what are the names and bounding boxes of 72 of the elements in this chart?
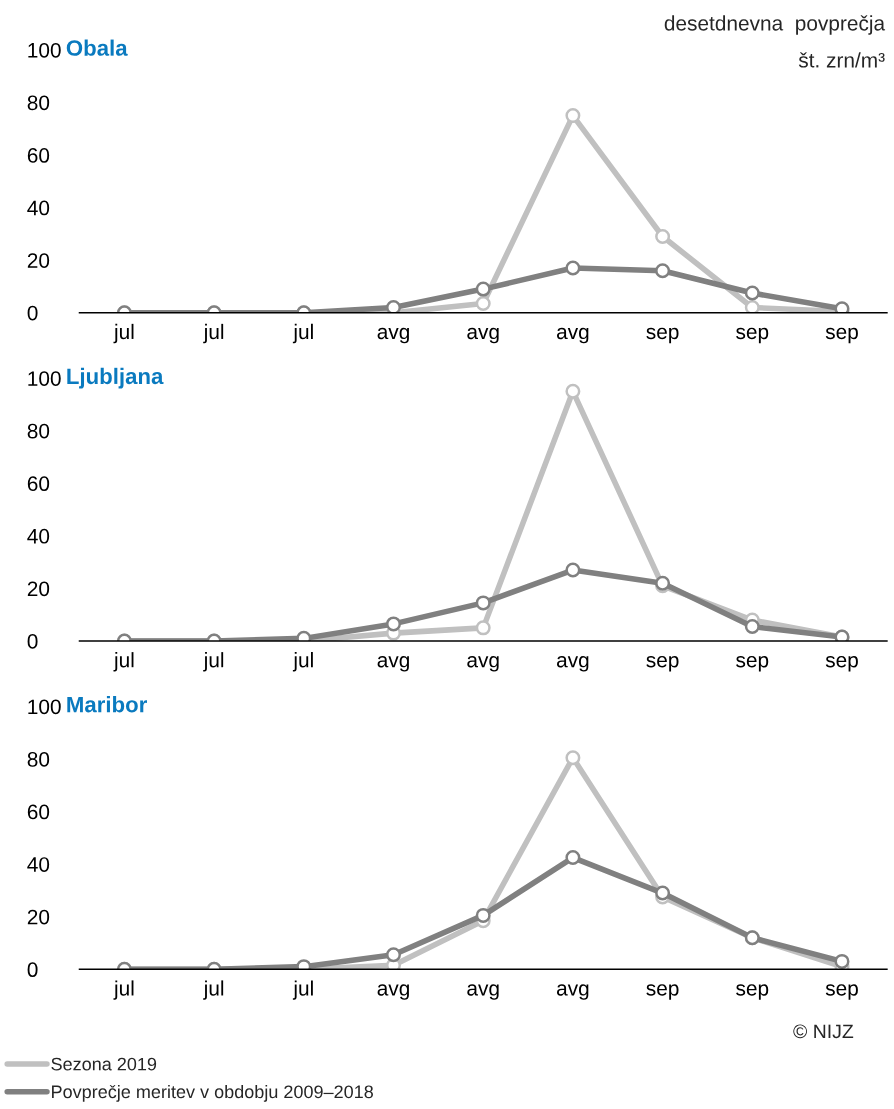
x-tick-label: avg xyxy=(467,984,499,1000)
y-tick-label: 0 xyxy=(27,962,38,978)
x-tick-label: jul xyxy=(113,980,134,1000)
x-tick-label: sep xyxy=(736,656,769,672)
legend-label: Povprečje meritev v obdobju 2009–2018 xyxy=(52,1084,373,1102)
point xyxy=(834,953,850,969)
point xyxy=(744,285,760,301)
x-tick-label: sep xyxy=(646,656,679,672)
y-tick-label: 20 xyxy=(27,909,50,925)
x-tick-label: jul xyxy=(203,652,224,672)
chart-title: Ljubljana xyxy=(67,367,164,389)
x-tick-label: sep xyxy=(736,327,769,344)
x-tick-label: avg xyxy=(377,984,409,1000)
point xyxy=(475,296,491,312)
point xyxy=(744,299,760,313)
point xyxy=(475,281,491,297)
point xyxy=(655,229,671,245)
x-tick-label: sep xyxy=(736,984,769,1000)
x-tick-label: sep xyxy=(825,327,858,344)
x-tick-label: sep xyxy=(646,327,679,344)
chart-title: Maribor xyxy=(67,696,147,713)
x-tick-label: jul xyxy=(292,323,313,344)
point xyxy=(565,383,581,399)
point xyxy=(655,885,671,901)
y-tick-label: 80 xyxy=(27,423,50,439)
x-tick-label: jul xyxy=(203,323,224,344)
y-tick-label: 40 xyxy=(27,528,50,544)
point xyxy=(565,850,581,866)
y-tick-label: 100 xyxy=(28,42,61,58)
point xyxy=(386,616,402,632)
y-tick-label: 0 xyxy=(27,634,38,649)
x-tick-label: jul xyxy=(203,980,224,1000)
y-tick-label: 80 xyxy=(27,752,50,767)
legend-label: Sezona 2019 xyxy=(51,1057,157,1071)
x-tick-label: sep xyxy=(825,984,858,1000)
x-tick-label: avg xyxy=(557,656,589,672)
point xyxy=(655,263,671,279)
y-tick-label: 100 xyxy=(28,699,61,715)
point xyxy=(744,619,760,635)
x-tick-label: sep xyxy=(825,656,858,672)
y-axis-title: št. zrn/m³ xyxy=(798,52,885,68)
y-tick-label: 40 xyxy=(27,200,50,216)
x-tick-label: jul xyxy=(113,323,134,344)
point xyxy=(475,595,491,611)
chart-title: Obala xyxy=(66,39,128,56)
y-tick-label: 60 xyxy=(27,476,50,492)
x-tick-label: avg xyxy=(557,984,589,1000)
x-tick-label: sep xyxy=(646,984,679,1000)
point xyxy=(386,299,402,313)
point xyxy=(475,907,491,923)
point xyxy=(475,620,491,636)
x-tick-label: avg xyxy=(467,656,499,672)
text: © NIJZ xyxy=(793,1024,854,1039)
x-tick-label: avg xyxy=(557,327,589,344)
x-tick-label: avg xyxy=(377,656,409,672)
y-tick-label: 40 xyxy=(27,857,50,872)
y-tick-label: 60 xyxy=(27,148,50,163)
x-tick-label: jul xyxy=(292,652,313,672)
y-tick-label: 80 xyxy=(27,95,50,111)
y-tick-label: 0 xyxy=(27,305,38,321)
x-tick-label: avg xyxy=(467,327,499,344)
y-tick-label: 60 xyxy=(27,804,50,820)
x-tick-label: avg xyxy=(377,327,409,344)
y-tick-label: 20 xyxy=(27,253,50,268)
y-tick-label: 100 xyxy=(28,371,61,386)
point xyxy=(565,562,581,578)
x-tick-label: jul xyxy=(292,980,313,1000)
point xyxy=(565,260,581,276)
point xyxy=(386,947,402,963)
y-tick-label: 20 xyxy=(27,581,50,597)
chart-subtitle: desetdnevna povprečja xyxy=(664,15,886,35)
x-tick-label: jul xyxy=(113,652,134,672)
